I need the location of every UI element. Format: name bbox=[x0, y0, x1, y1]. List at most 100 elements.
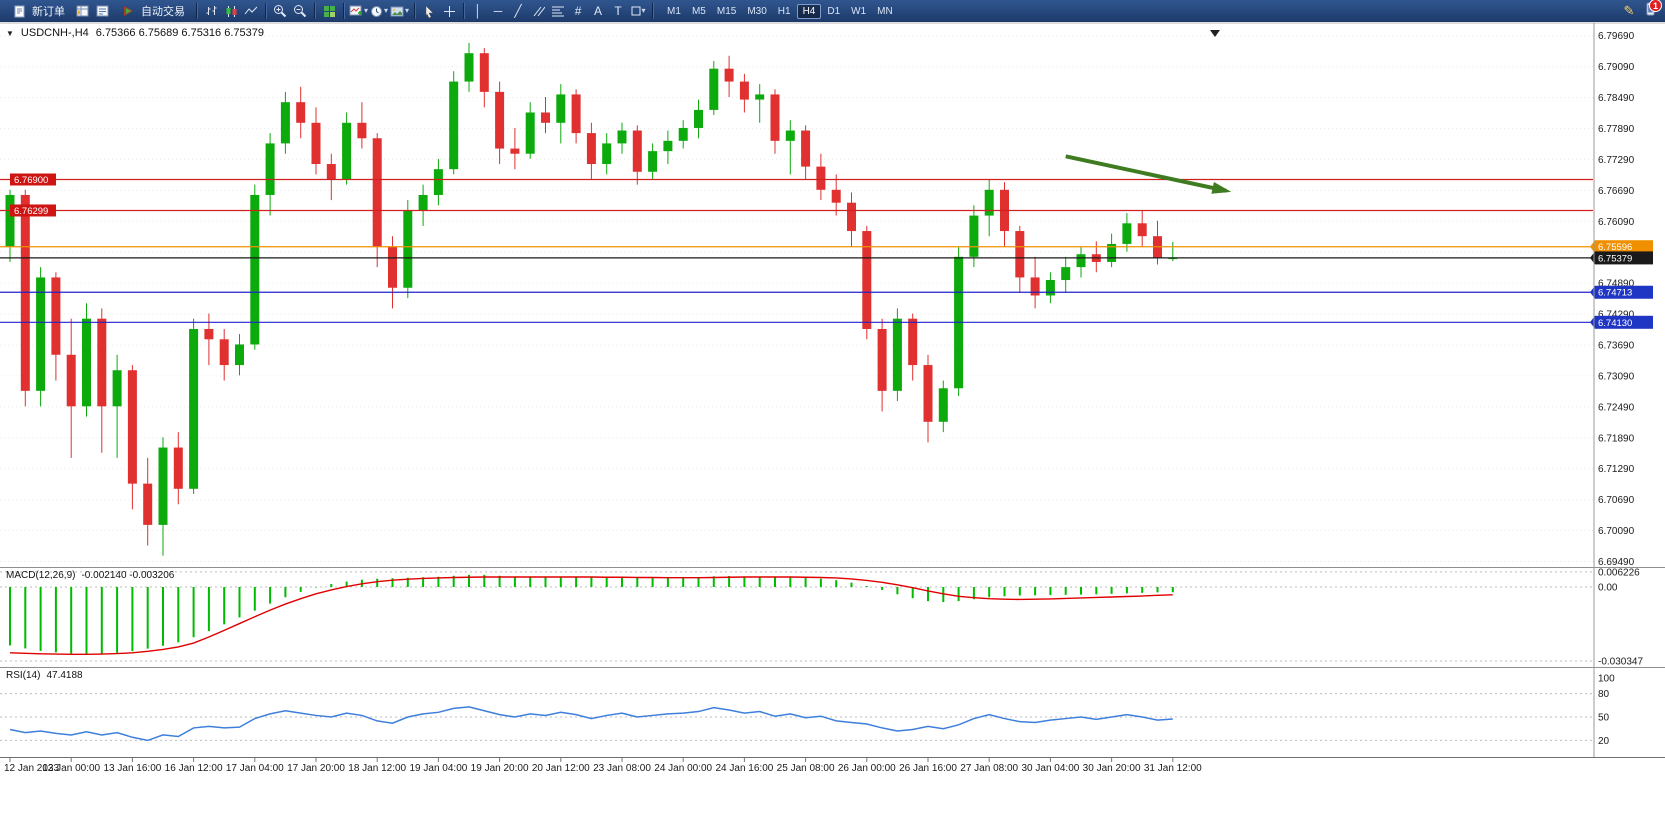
horizontal-line-icon[interactable]: ─ bbox=[493, 4, 503, 18]
candle-bull bbox=[265, 143, 275, 195]
timeframe-w1[interactable]: W1 bbox=[851, 5, 867, 17]
candlestick-icon[interactable] bbox=[222, 2, 240, 20]
candle-bear bbox=[847, 202, 856, 232]
cursor-icon[interactable] bbox=[420, 2, 438, 20]
time-axis-label: 19 Jan 04:00 bbox=[409, 763, 467, 774]
period-icon[interactable]: ▾ bbox=[370, 2, 388, 20]
time-axis-label: 20 Jan 12:00 bbox=[532, 763, 590, 774]
candle-bull bbox=[969, 215, 979, 257]
chart-shift-marker[interactable] bbox=[1210, 30, 1220, 37]
candle-bull bbox=[785, 130, 795, 141]
time-axis-label: 17 Jan 20:00 bbox=[287, 763, 345, 774]
left-price-tag bbox=[10, 204, 56, 217]
price-axis-label: 6.72490 bbox=[1598, 402, 1635, 413]
time-axis-label: 16 Jan 12:00 bbox=[165, 763, 223, 774]
candle-bear bbox=[219, 339, 229, 366]
chevron-down-icon: ▾ bbox=[405, 6, 410, 15]
zoom-in-icon[interactable] bbox=[271, 2, 289, 20]
candle-bear bbox=[20, 194, 30, 391]
timeframe-toolbar: M1 M5 M15 M30 H1 H4 D1 W1 MN bbox=[662, 3, 898, 19]
crosshair-icon[interactable] bbox=[440, 2, 458, 20]
toolbar-separator bbox=[314, 3, 315, 19]
chart-title: ▼ USDCNH-,H4 6.75366 6.75689 6.75316 6.7… bbox=[6, 27, 264, 39]
tile-windows-icon[interactable] bbox=[320, 2, 338, 20]
timeframe-m15[interactable]: M15 bbox=[716, 5, 737, 17]
time-axis-label: 30 Jan 04:00 bbox=[1021, 763, 1079, 774]
rsi-indicator-label: RSI(14) 47.4188 bbox=[6, 670, 83, 681]
bar-chart-icon[interactable] bbox=[202, 2, 220, 20]
grid-lines-icon[interactable]: # bbox=[574, 4, 582, 18]
candle-bear bbox=[816, 166, 826, 190]
trend-arrow[interactable] bbox=[1065, 154, 1227, 193]
market-watch-icon[interactable] bbox=[73, 2, 91, 20]
candle-bull bbox=[464, 53, 474, 82]
pencil-icon[interactable]: ✎ bbox=[1623, 3, 1635, 18]
candle-bear bbox=[143, 483, 153, 525]
timeframe-mn[interactable]: MN bbox=[877, 5, 893, 17]
fibonacci-icon[interactable] bbox=[549, 2, 567, 20]
toolbar-separator bbox=[265, 3, 266, 19]
candle-bull bbox=[189, 328, 199, 489]
price-axis-label: 6.77290 bbox=[1598, 155, 1635, 166]
trendline-icon[interactable]: ╱ bbox=[514, 4, 522, 18]
right-price-tag bbox=[1595, 285, 1653, 299]
templates-icon[interactable]: ▾ bbox=[390, 2, 409, 20]
autotrade-button[interactable]: 自动交易 bbox=[113, 2, 191, 20]
toolbar-separator bbox=[463, 3, 465, 19]
timeframe-h1[interactable]: H1 bbox=[777, 5, 791, 17]
zoom-out-icon[interactable] bbox=[291, 2, 309, 20]
timeframe-m30[interactable]: M30 bbox=[747, 5, 767, 17]
price-axis-label: 6.70690 bbox=[1598, 495, 1635, 506]
shapes-icon[interactable]: ▾ bbox=[629, 2, 647, 20]
price-axis-label: 6.76090 bbox=[1598, 217, 1635, 228]
candle-bear bbox=[479, 53, 489, 92]
price-axis-label: 6.79090 bbox=[1598, 62, 1635, 73]
time-axis-label: 23 Jan 08:00 bbox=[593, 763, 651, 774]
timeframe-h4[interactable]: H4 bbox=[796, 3, 822, 19]
candle-bull bbox=[1045, 280, 1055, 296]
right-price-tag bbox=[1595, 240, 1653, 254]
candle-bull bbox=[678, 127, 688, 141]
price-axis-label: 6.71890 bbox=[1598, 433, 1635, 444]
price-axis-label: 6.69490 bbox=[1598, 557, 1635, 568]
candle-bear bbox=[127, 370, 137, 484]
time-axis-label: 13 Jan 00:00 bbox=[42, 763, 100, 774]
candle-bear bbox=[724, 68, 734, 82]
candle-bull bbox=[1076, 254, 1086, 268]
candle-bear bbox=[586, 133, 596, 165]
text-icon[interactable]: A bbox=[594, 4, 603, 18]
right-price-tag-label: 6.74713 bbox=[1598, 288, 1632, 299]
label-icon[interactable]: T bbox=[614, 4, 622, 18]
macd-name: MACD(12,26,9) bbox=[6, 570, 76, 581]
new-chart-icon[interactable]: ▾ bbox=[349, 2, 368, 20]
vertical-line-icon[interactable]: │ bbox=[474, 4, 482, 18]
notifications-button[interactable]: 1 bbox=[1646, 0, 1662, 21]
toolbar-separator bbox=[652, 3, 654, 19]
candle-bear bbox=[831, 189, 841, 203]
timeframe-m5[interactable]: M5 bbox=[691, 5, 706, 17]
navigator-icon[interactable] bbox=[93, 2, 111, 20]
candle-bear bbox=[372, 138, 382, 247]
candle-bull bbox=[235, 344, 244, 366]
candle-bear bbox=[357, 122, 367, 139]
candle-bear bbox=[326, 164, 336, 180]
time-axis-label: 18 Jan 12:00 bbox=[348, 763, 406, 774]
candle-bear bbox=[97, 318, 107, 407]
price-axis-label: 6.73690 bbox=[1598, 340, 1635, 351]
line-chart-icon[interactable] bbox=[242, 2, 260, 20]
candle-bear bbox=[1015, 231, 1025, 278]
candle-bear bbox=[311, 122, 321, 165]
new-order-button[interactable]: 新订单 bbox=[4, 2, 71, 20]
main-toolbar: 新订单 自动交易 ▾ ▾ ▾ │ ─ ╱ # A T ▾ M1 M5 bbox=[0, 0, 1665, 22]
candle-bear bbox=[862, 231, 872, 329]
time-axis-label: 19 Jan 20:00 bbox=[471, 763, 529, 774]
time-axis-label: 12 Jan 2023 bbox=[4, 763, 59, 774]
candle-bear bbox=[510, 148, 520, 154]
timeframe-m1[interactable]: M1 bbox=[667, 5, 681, 17]
autotrade-icon bbox=[119, 2, 137, 20]
ohlc-collapse-toggle[interactable]: ▼ bbox=[6, 28, 14, 38]
timeframe-d1[interactable]: D1 bbox=[827, 5, 841, 17]
channel-icon[interactable] bbox=[529, 2, 547, 20]
